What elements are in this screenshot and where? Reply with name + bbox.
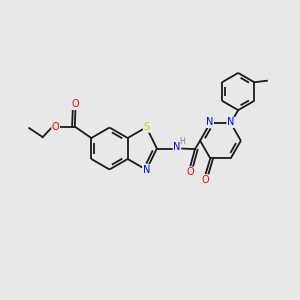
Text: N: N [206, 117, 213, 128]
Text: O: O [72, 99, 79, 110]
Text: N: N [173, 142, 181, 152]
Text: O: O [187, 167, 194, 177]
Text: S: S [143, 122, 149, 132]
Text: O: O [202, 175, 210, 185]
Text: N: N [143, 165, 150, 175]
Text: H: H [179, 137, 185, 146]
Text: N: N [227, 117, 234, 128]
Text: O: O [52, 122, 59, 132]
